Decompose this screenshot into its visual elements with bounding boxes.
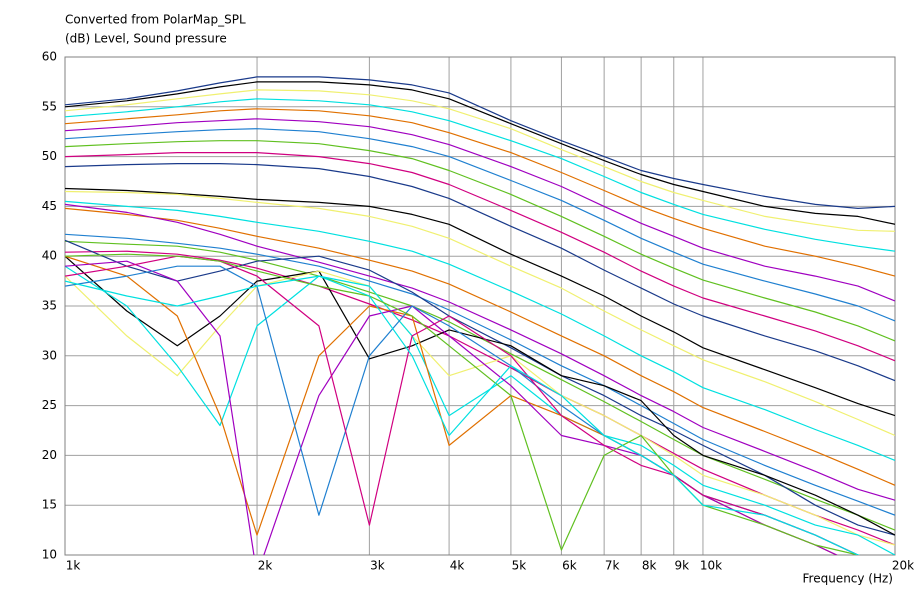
x-tick-label: 20k — [892, 559, 914, 573]
plot-lines — [65, 76, 895, 555]
y-tick-label: 60 — [42, 50, 57, 64]
series-line — [65, 163, 895, 382]
series-line — [65, 98, 895, 252]
series-line — [65, 140, 895, 342]
series-line — [65, 118, 895, 302]
y-tick-label: 10 — [42, 548, 57, 562]
x-tick-label: 10k — [700, 559, 722, 573]
y-tick-label: 45 — [42, 199, 57, 213]
series-line — [65, 203, 895, 501]
series-line — [65, 190, 895, 437]
plot-border — [64, 56, 896, 556]
series-line — [65, 108, 895, 277]
series-line — [65, 275, 861, 555]
x-axis-label: Frequency (Hz) — [803, 572, 894, 586]
x-tick-label: 4k — [450, 559, 465, 573]
series-line — [65, 265, 895, 555]
y-tick-label: 35 — [42, 299, 57, 313]
y-tick-label: 25 — [42, 398, 57, 412]
series-line — [65, 253, 861, 555]
series-line — [65, 152, 895, 362]
x-tick-label: 3k — [370, 559, 385, 573]
series-line — [65, 81, 895, 225]
series-line — [65, 128, 895, 322]
y-tick-label: 40 — [42, 249, 57, 263]
y-tick-label: 20 — [42, 448, 57, 462]
chart-title: Converted from PolarMap_SPL — [65, 13, 246, 27]
series-line — [65, 187, 895, 417]
series-line — [65, 207, 895, 486]
y-tick-label: 30 — [42, 348, 57, 362]
series-line — [65, 89, 895, 232]
series-line — [65, 76, 895, 209]
chart-subtitle: (dB) Level, Sound pressure — [65, 32, 227, 46]
y-tick-label: 50 — [42, 149, 57, 163]
x-tick-label: 9k — [674, 559, 689, 573]
x-tick-label: 1k — [66, 559, 81, 573]
series-line — [65, 255, 895, 536]
x-tick-label: 2k — [258, 559, 273, 573]
series-line — [65, 200, 895, 461]
series-line — [65, 233, 895, 516]
y-tick-label: 15 — [42, 498, 57, 512]
series-line — [65, 240, 895, 531]
x-tick-label: 5k — [512, 559, 527, 573]
x-tick-label: 7k — [605, 559, 620, 573]
y-tick-label: 55 — [42, 99, 57, 113]
x-tick-label: 8k — [642, 559, 657, 573]
x-tick-label: 6k — [562, 559, 577, 573]
